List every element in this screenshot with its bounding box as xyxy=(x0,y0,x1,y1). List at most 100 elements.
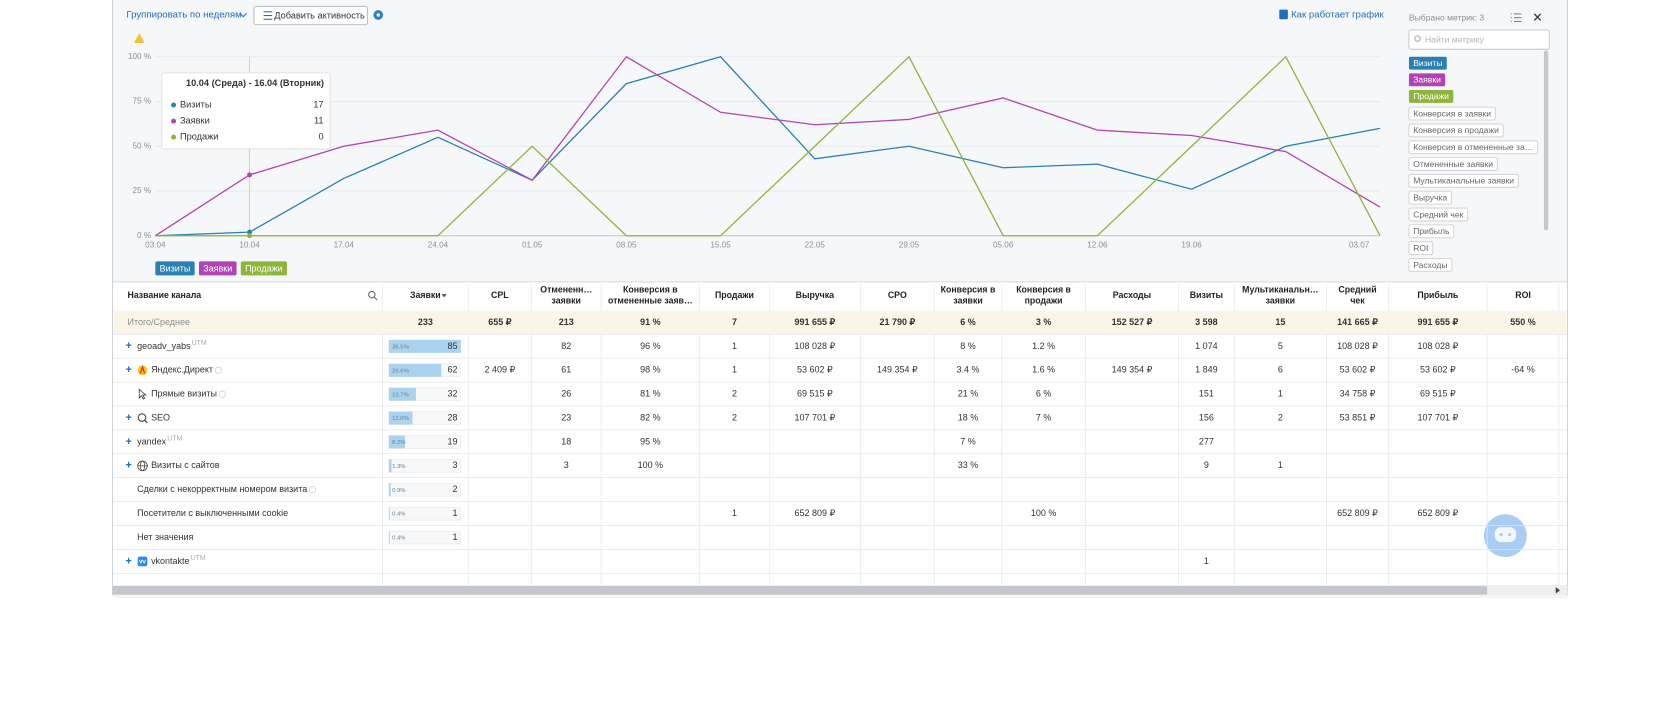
search-icon xyxy=(1414,35,1421,42)
metric-option[interactable] xyxy=(1408,224,1455,239)
metric-option[interactable] xyxy=(1408,190,1453,205)
column-header[interactable]: заявки xyxy=(1266,295,1295,305)
channel-name[interactable]: Нет значения xyxy=(137,532,193,542)
column-header[interactable]: Конверсия в xyxy=(1016,285,1071,295)
metric-option-label: Выручка xyxy=(1413,192,1447,202)
totals-cell: 233 xyxy=(418,317,433,327)
cell: 53 602 ₽ xyxy=(1340,365,1376,375)
column-header[interactable]: Название канала xyxy=(128,290,202,300)
column-header[interactable]: Визиты xyxy=(1190,290,1223,300)
table-search-icon[interactable] xyxy=(368,290,376,299)
channel-name[interactable]: SEO xyxy=(151,412,170,422)
legend-chip[interactable]: Продажи xyxy=(240,261,287,276)
expand-toggle[interactable]: + xyxy=(125,460,131,472)
channel-name[interactable]: Яндекс.Директ xyxy=(151,365,213,375)
column-header[interactable]: Мультиканальн… xyxy=(1242,285,1318,295)
column-header[interactable]: Заявки xyxy=(410,290,441,300)
column-header[interactable]: продажи xyxy=(1025,295,1063,305)
selected-metric[interactable] xyxy=(1408,73,1446,87)
metric-search[interactable] xyxy=(1408,29,1550,50)
series-line xyxy=(155,56,1381,237)
channel-name[interactable]: Посетители с выключенными cookie xyxy=(137,508,288,518)
help-icon[interactable] xyxy=(218,390,226,398)
column-header[interactable]: ROI xyxy=(1515,290,1531,300)
metric-option[interactable] xyxy=(1408,157,1498,172)
channel-name[interactable]: geoadv_yabs xyxy=(137,341,191,351)
metric-option[interactable] xyxy=(1408,257,1453,272)
column-header[interactable]: чек xyxy=(1350,295,1365,305)
help-icon[interactable] xyxy=(308,486,317,494)
channel-name[interactable]: Сделки с некорректным номером визита xyxy=(137,484,307,494)
channel-name[interactable]: yandex xyxy=(137,436,166,446)
expand-toggle[interactable]: + xyxy=(125,436,131,448)
metric-option[interactable] xyxy=(1408,241,1434,256)
expand-toggle[interactable]: + xyxy=(125,412,131,424)
cell: 1 xyxy=(732,341,737,351)
cell: 1 074 xyxy=(1195,341,1217,351)
column-header[interactable]: заявки xyxy=(953,295,982,305)
metric-option-label: Расходы xyxy=(1413,260,1447,270)
how-chart-works[interactable]: Как работает график xyxy=(1291,10,1384,21)
group-by[interactable]: Группировать по неделям xyxy=(126,10,241,21)
h-scroll-thumb[interactable] xyxy=(112,586,1488,595)
channel-name[interactable]: Прямые визиты xyxy=(151,389,217,399)
column-header[interactable]: Средний xyxy=(1338,285,1376,295)
y-tick-label: 0 % xyxy=(137,231,151,240)
metric-option[interactable] xyxy=(1408,207,1469,222)
cell: 7 % xyxy=(1036,412,1051,422)
share-label: 0.9% xyxy=(392,488,406,494)
column-header[interactable]: Конверсия в xyxy=(623,285,678,295)
chart-panel xyxy=(112,0,1568,282)
totals-cell: 550 % xyxy=(1510,317,1535,327)
list-view-icon[interactable] xyxy=(1510,13,1522,22)
cell: 151 xyxy=(1199,389,1214,399)
column-header[interactable]: заявки xyxy=(552,295,581,305)
chevron xyxy=(239,13,247,18)
help-icon[interactable] xyxy=(214,366,222,374)
x-tick-label: 10.04 xyxy=(239,241,260,250)
metric-option[interactable] xyxy=(1408,173,1519,188)
column-header[interactable]: Расходы xyxy=(1113,290,1151,300)
column-header[interactable]: CPO xyxy=(888,290,907,300)
metric-option[interactable] xyxy=(1408,123,1504,138)
column-header[interactable]: Выручка xyxy=(796,290,834,300)
column-header[interactable]: CPL xyxy=(491,290,509,300)
cell: 1 xyxy=(732,508,737,518)
chat-icon xyxy=(1494,527,1517,543)
share-bar xyxy=(388,531,390,544)
metric-option[interactable] xyxy=(1408,140,1539,155)
tooltip-value: 11 xyxy=(314,116,324,126)
add-activity[interactable]: Добавить активность xyxy=(274,11,365,21)
totals-row xyxy=(113,310,1567,335)
tooltip-box xyxy=(161,72,331,150)
panel-scrollbar[interactable] xyxy=(1543,50,1549,231)
expand-toggle[interactable]: + xyxy=(125,555,131,567)
icon-yandex-mark xyxy=(139,365,146,374)
column-header[interactable]: Прибыль xyxy=(1417,290,1459,300)
tooltip-name: Продажи xyxy=(180,132,218,142)
warning-icon[interactable] xyxy=(133,33,145,43)
legend-chip[interactable]: Визиты xyxy=(155,261,195,276)
add-activity-button[interactable] xyxy=(253,5,369,26)
column-header[interactable]: Продажи xyxy=(715,290,754,300)
tooltip-value: 0 xyxy=(318,132,323,142)
selected-metric[interactable] xyxy=(1408,90,1454,103)
expand-toggle[interactable]: + xyxy=(125,340,131,352)
legend-chip[interactable]: Заявки xyxy=(198,261,237,276)
channel-name[interactable]: Визиты с сайтов xyxy=(151,460,220,470)
selected-metric[interactable] xyxy=(1408,56,1447,70)
hover-dot xyxy=(247,229,253,235)
expand-toggle[interactable]: + xyxy=(125,364,131,376)
channel-name[interactable]: vkontakte xyxy=(151,556,189,566)
column-header[interactable]: Конверсия в xyxy=(941,285,996,295)
cell: 100 % xyxy=(1031,508,1056,518)
scroll-right[interactable] xyxy=(1555,587,1560,594)
column-header[interactable]: отмененные заяв… xyxy=(608,295,693,305)
column-header[interactable]: Отмененн… xyxy=(540,285,592,295)
cell: 61 xyxy=(561,365,571,375)
close-icon[interactable] xyxy=(1533,13,1542,21)
legend-label: Визиты xyxy=(160,263,191,273)
metric-option[interactable] xyxy=(1408,106,1496,121)
cell: 18 % xyxy=(958,412,978,422)
